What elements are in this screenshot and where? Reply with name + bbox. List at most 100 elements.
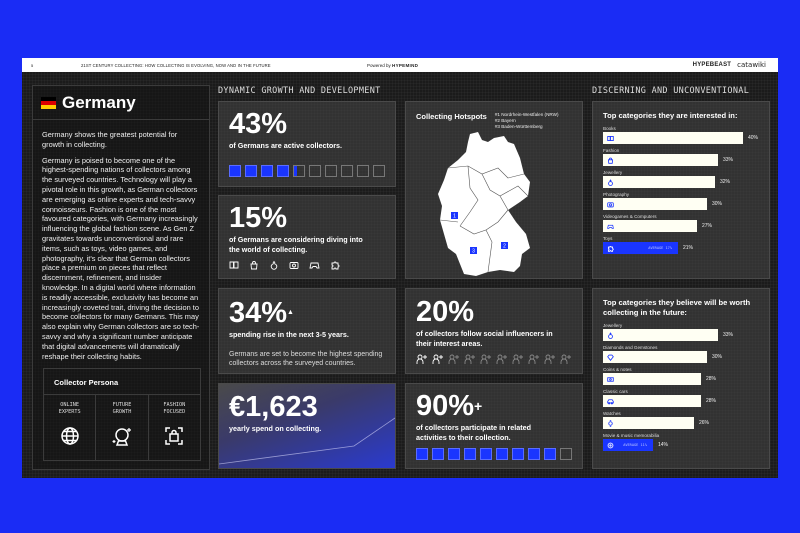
bar-value: 33% <box>723 332 734 338</box>
stat-value: 34%▲ <box>229 298 385 328</box>
camera-icon <box>289 262 299 269</box>
camera-icon <box>607 201 614 207</box>
powered-by-brand: HYPEMIND <box>392 62 419 68</box>
country-name: Germany <box>62 92 136 112</box>
bar <box>603 220 697 232</box>
powered-by: Powered by HYPEMIND <box>367 63 418 68</box>
svg-text:3: 3 <box>472 249 475 255</box>
bar-row: Jewellery 32% <box>603 170 759 188</box>
stat-yearly-spend: €1,623 yearly spend on collecting. <box>218 383 396 469</box>
stat-number: 34% <box>229 297 288 329</box>
add-user-icon <box>496 354 507 364</box>
globe-icon <box>60 427 79 445</box>
bar-row: Classic cars 28% <box>603 389 759 407</box>
bar: AVERAGE 17% <box>603 242 678 254</box>
germany-flag-icon <box>41 96 56 109</box>
bar <box>603 373 701 385</box>
stat-text: of Germans are considering diving into t… <box>229 235 363 254</box>
add-user-icon <box>448 354 459 364</box>
powered-by-label: Powered by <box>367 62 391 68</box>
average-marker: AVERAGE 11% <box>623 443 647 447</box>
bar <box>603 198 707 210</box>
ring-icon <box>608 178 613 186</box>
page-header: 5 21ST CENTURY COLLECTING: HOW COLLECTIN… <box>22 58 778 72</box>
stat-text: spending rise in the next 3-5 years. <box>229 330 349 339</box>
body-text: Germany is poised to become one of the h… <box>42 155 200 361</box>
hotspot-item: #2 Bayern <box>494 118 516 123</box>
bar-value: 28% <box>706 398 717 404</box>
bar-value: 32% <box>720 179 731 185</box>
bar-row-highlight: Movie & music memorabilia AVERAGE 11% 14% <box>603 433 759 451</box>
bar <box>603 395 701 407</box>
stat-related-activities: 90%+ of collectors participate in relate… <box>405 383 583 469</box>
interested-categories-chart: Top categories they are interested in: B… <box>592 101 770 279</box>
bar-row: Videogames & Computers 27% <box>603 214 759 232</box>
add-user-icon <box>544 354 555 364</box>
bag-icon <box>607 157 614 164</box>
bar-row: Watches 26% <box>603 411 759 429</box>
hotspot-item: #3 Baden-Württemberg <box>494 124 543 129</box>
bar-label: Movie & music memorabilia <box>603 433 660 438</box>
ring-icon <box>608 331 613 339</box>
add-user-icon <box>480 354 491 364</box>
stat-value: 15% <box>229 202 288 234</box>
bar-value: 30% <box>712 201 723 207</box>
collector-persona: Collector Persona ONLINE EXPERTS FUTURE … <box>43 368 201 461</box>
country-description: Germany shows the greatest potential for… <box>33 120 209 361</box>
add-user-icon <box>528 354 539 364</box>
follower-icons <box>416 354 572 364</box>
bar-label: Books <box>603 126 616 131</box>
average-marker: AVERAGE 17% <box>648 246 672 250</box>
book-icon <box>607 135 614 141</box>
stat-spending-rise: 34%▲ spending rise in the next 3-5 years… <box>218 288 396 374</box>
bar-value: 27% <box>702 223 713 229</box>
germany-map: 1 2 3 <box>438 132 530 276</box>
bar-value: 40% <box>748 135 759 141</box>
future-categories-chart: Top categories they believe will be wort… <box>592 288 770 469</box>
page-number: 5 <box>31 62 34 68</box>
persona-label: FASHION FOCUSED <box>163 402 186 415</box>
collecting-hotspots-map: Collecting Hotspots #1 Nordrhein-Westfal… <box>405 101 583 279</box>
hotspot-item: #1 Nordrhein-Westfalen (NRW) <box>494 112 559 117</box>
stat-text: yearly spend on collecting. <box>229 424 322 433</box>
add-user-icon <box>464 354 475 364</box>
bar-label: Jewellery <box>603 170 623 175</box>
up-arrow-icon: ▲ <box>287 309 294 316</box>
watch-icon <box>608 419 613 427</box>
chart-title: Top categories they believe will be wort… <box>603 298 751 317</box>
stat-text: of collectors participate in related act… <box>416 423 532 442</box>
add-user-icon <box>416 354 427 364</box>
disc-icon <box>607 442 614 448</box>
banknote-icon <box>607 376 614 382</box>
bar-value: 14% <box>658 442 669 448</box>
stat-value: 43% <box>229 108 288 140</box>
bar-row: Photography 30% <box>603 192 759 210</box>
add-user-icon <box>560 354 571 364</box>
stat-value: €1,623 <box>229 391 318 423</box>
bar-row-highlight: Toys AVERAGE 17% 21% <box>603 236 759 254</box>
bar: AVERAGE 11% <box>603 439 653 451</box>
category-icons <box>229 260 385 270</box>
country-panel: Germany Germany shows the greatest poten… <box>32 85 210 470</box>
crystal-ball-icon <box>112 428 131 446</box>
persona-label: ONLINE EXPERTS <box>58 402 81 415</box>
bar <box>603 417 694 429</box>
gem-icon <box>607 354 614 361</box>
stat-value: 90%+ <box>416 391 572 421</box>
hotspot-list: #1 Nordrhein-Westfalen (NRW) #2 Bayern #… <box>495 112 559 130</box>
bar-label: Videogames & Computers <box>603 214 657 219</box>
svg-text:2: 2 <box>503 244 506 250</box>
bar-label: Fashion <box>603 148 620 153</box>
car-icon <box>607 398 614 404</box>
progress-squares <box>229 164 385 177</box>
bar-label: Watches <box>603 411 621 416</box>
bar-row: Diamonds and Gemstones 30% <box>603 345 759 363</box>
section-title-discerning: DISCERNING AND UNCONVENTIONAL <box>592 86 750 96</box>
average-label: AVERAGE 17% <box>648 246 672 250</box>
bar-row: Jewellery 33% <box>603 323 759 341</box>
plus-mark: + <box>474 398 483 414</box>
hypebeast-logo: HYPEBEAST <box>692 62 732 68</box>
persona-online-experts: ONLINE EXPERTS <box>44 395 97 461</box>
country-title-row: Germany <box>33 86 209 120</box>
section-title-growth: DYNAMIC GROWTH AND DEVELOPMENT <box>218 86 381 96</box>
